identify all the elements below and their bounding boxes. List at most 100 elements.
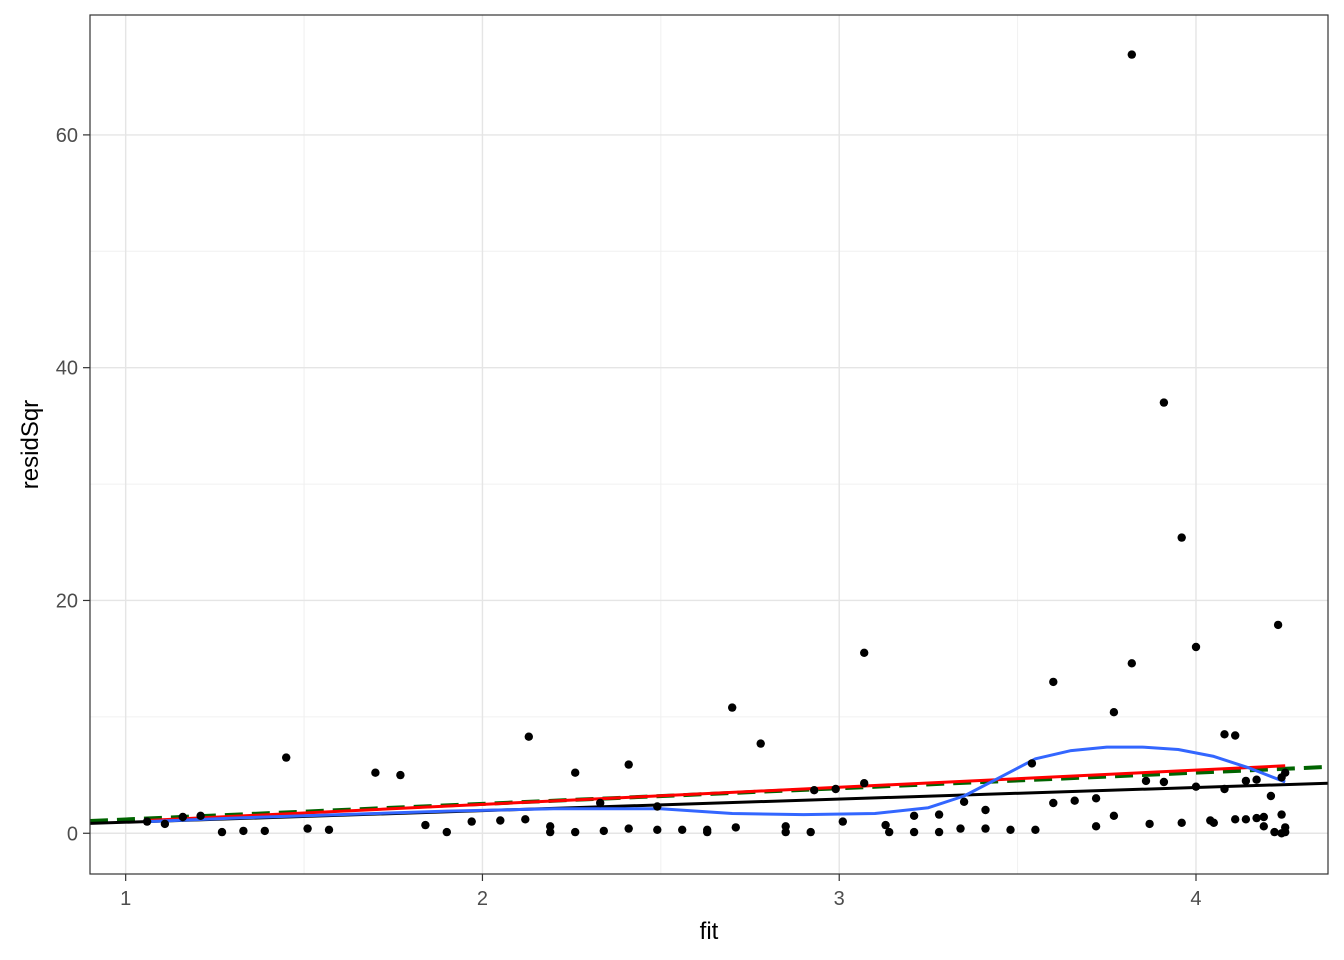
data-point — [467, 817, 476, 826]
data-point — [1177, 818, 1186, 827]
data-point — [731, 823, 740, 832]
data-point — [546, 827, 555, 837]
data-point — [678, 825, 687, 834]
y-tick-label: 60 — [56, 125, 78, 147]
data-point — [1006, 825, 1015, 834]
data-point — [1127, 659, 1137, 668]
data-point — [781, 827, 790, 837]
data-point — [571, 768, 580, 777]
data-point — [1177, 533, 1186, 542]
data-point — [142, 817, 152, 826]
fit-lines — [89, 745, 1329, 825]
data-point — [396, 770, 405, 780]
data-point — [571, 827, 580, 837]
data-point — [728, 703, 737, 712]
data-point — [196, 811, 205, 820]
data-point — [1159, 777, 1169, 787]
data-point — [1220, 730, 1229, 739]
data-point — [956, 824, 965, 833]
data-point — [1141, 776, 1151, 786]
data-point — [934, 827, 944, 837]
data-point — [1191, 642, 1201, 652]
data-point — [324, 825, 334, 834]
data-point — [981, 824, 990, 833]
data-point — [1191, 782, 1201, 791]
x-tick-label: 2 — [477, 888, 488, 910]
data-point — [1259, 822, 1269, 831]
data-point — [442, 827, 451, 837]
data-point — [1277, 810, 1286, 819]
x-tick-label: 3 — [834, 888, 845, 910]
data-point — [831, 784, 840, 794]
data-point — [239, 826, 248, 836]
fit-line-3 — [147, 745, 1286, 824]
data-point — [1159, 398, 1169, 407]
data-point — [1109, 708, 1119, 717]
data-point — [524, 732, 533, 741]
y-tick-label: 0 — [67, 823, 78, 845]
data-point — [1049, 798, 1058, 808]
data-point — [160, 819, 170, 829]
data-point — [1145, 819, 1154, 829]
x-tick-label: 1 — [120, 888, 131, 910]
data-point — [599, 826, 608, 836]
data-point — [860, 648, 869, 657]
data-points — [142, 50, 1290, 838]
data-point — [624, 824, 633, 833]
x-tick-label: 4 — [1190, 888, 1201, 910]
fit-line-2 — [147, 764, 1286, 822]
data-point — [1273, 620, 1283, 630]
data-point — [909, 827, 919, 837]
data-point — [909, 811, 919, 820]
data-point — [1049, 677, 1058, 687]
data-point — [1252, 775, 1261, 784]
y-axis-title: residSqr — [17, 400, 44, 489]
data-point — [1027, 759, 1037, 768]
data-point — [546, 822, 555, 831]
data-point — [981, 805, 990, 815]
y-tick-label: 40 — [56, 358, 78, 380]
data-point — [1266, 791, 1276, 801]
data-point — [934, 810, 944, 819]
data-point — [1270, 827, 1279, 837]
data-point — [260, 826, 269, 836]
data-point — [1031, 825, 1040, 834]
data-point — [496, 816, 505, 825]
data-point — [282, 753, 291, 762]
data-point — [303, 824, 312, 833]
data-point — [371, 768, 380, 777]
data-point — [1281, 768, 1290, 777]
panel-border — [89, 14, 1329, 875]
data-point — [1127, 50, 1137, 59]
data-point — [1281, 827, 1290, 837]
x-axis-title: fit — [700, 918, 719, 945]
data-point — [1209, 818, 1219, 827]
data-point — [1252, 813, 1261, 823]
data-point — [1259, 812, 1269, 822]
data-point — [810, 786, 819, 795]
data-point — [881, 820, 890, 830]
data-point — [596, 798, 605, 808]
y-tick-label: 20 — [56, 590, 78, 612]
data-point — [1070, 796, 1079, 805]
data-point — [653, 825, 662, 834]
data-point — [1091, 822, 1101, 831]
data-point — [1091, 794, 1101, 803]
data-point — [959, 797, 969, 806]
data-point — [860, 779, 869, 788]
data-point — [703, 827, 712, 837]
data-point — [1241, 776, 1251, 786]
data-point — [1220, 784, 1229, 794]
data-point — [885, 827, 894, 837]
data-point — [756, 739, 765, 748]
data-point — [1231, 731, 1240, 740]
data-point — [838, 817, 847, 826]
data-point — [421, 820, 430, 830]
data-point — [1231, 815, 1240, 824]
data-point — [624, 760, 633, 769]
data-point — [521, 815, 530, 824]
data-point — [806, 827, 815, 837]
